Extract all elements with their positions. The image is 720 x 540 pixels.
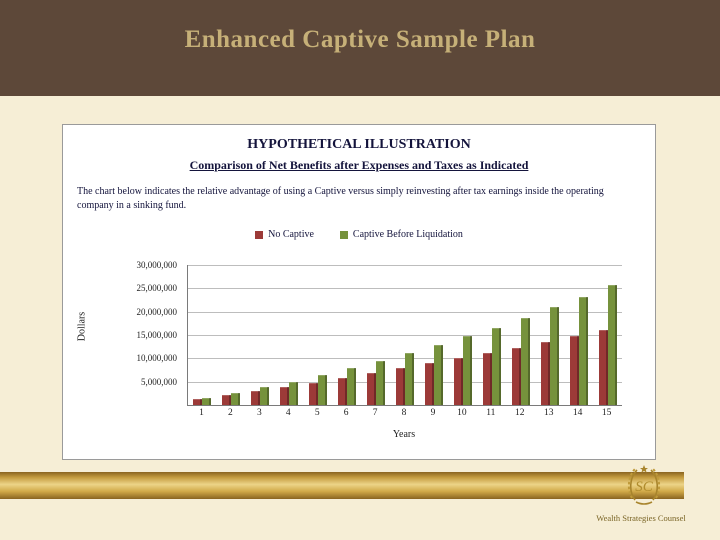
y-tick-label: 25,000,000 [136, 283, 178, 294]
bar-captive-before-liquidation [376, 361, 386, 405]
y-tick-label: 10,000,000 [136, 353, 178, 364]
bar-no-captive [540, 342, 550, 405]
footer-wordmark: Wealth Strategies Counsel [596, 513, 686, 523]
x-tick-label: 11 [486, 408, 496, 418]
bar-group [506, 265, 535, 405]
bar-no-captive [193, 399, 203, 405]
y-tick-label: 20,000,000 [136, 306, 178, 317]
bar-group [535, 265, 564, 405]
x-tick-label: 15 [601, 408, 612, 418]
x-tick-label: 14 [572, 408, 583, 418]
gridline [188, 265, 622, 266]
x-tick-label: 9 [430, 408, 436, 418]
x-axis-title: Years [392, 429, 416, 440]
bar-no-captive [511, 347, 521, 405]
slide-header: Enhanced Captive Sample Plan [0, 0, 720, 96]
bar-captive-before-liquidation [607, 284, 617, 405]
chart-panel: HYPOTHETICAL ILLUSTRATION Comparison of … [62, 124, 656, 460]
laurel-wreath-logo-icon: SC [620, 463, 668, 509]
bar-group [246, 265, 275, 405]
bar-no-captive [424, 363, 434, 405]
x-tick-label: 5 [314, 408, 320, 418]
bar-no-captive [482, 352, 492, 405]
page-title: Enhanced Captive Sample Plan [184, 26, 536, 53]
x-tick-label: 13 [543, 408, 554, 418]
bar-group [419, 265, 448, 405]
bar-no-captive [598, 330, 608, 405]
x-tick-label: 3 [256, 408, 262, 418]
legend-swatch [339, 230, 348, 239]
legend-item: No Captive [255, 229, 314, 240]
gridline [188, 311, 622, 313]
x-tick-label: 12 [515, 408, 525, 418]
bar-captive-before-liquidation [491, 327, 501, 405]
x-tick-label: 6 [343, 408, 349, 418]
legend-label: Captive Before Liquidation [352, 229, 463, 240]
x-tick-label: 2 [228, 408, 233, 418]
bar-no-captive [367, 373, 377, 405]
bar-group [564, 265, 593, 405]
x-tick-label: 10 [457, 408, 467, 418]
bar-group [362, 265, 391, 405]
legend-label: No Captive [268, 229, 314, 240]
bar-group [391, 265, 420, 405]
y-tick-label: 15,000,000 [136, 330, 178, 340]
bar-group [188, 265, 217, 405]
x-tick-label: 8 [401, 408, 407, 418]
gridline [188, 288, 622, 290]
x-tick-label: 4 [285, 408, 291, 418]
bar-captive-before-liquidation [578, 296, 588, 405]
y-tick-label: 5,000,000 [141, 376, 177, 387]
bar-captive-before-liquidation [404, 353, 414, 405]
bar-no-captive [222, 395, 232, 405]
bar-no-captive [569, 336, 579, 405]
logo-monogram: SC [635, 479, 654, 495]
bar-captive-before-liquidation [260, 387, 270, 405]
bar-captive-before-liquidation [202, 398, 212, 405]
bar-captive-before-liquidation [433, 344, 443, 405]
bar-captive-before-liquidation [520, 317, 530, 405]
chart-title: HYPOTHETICAL ILLUSTRATION [247, 137, 471, 152]
chart-subtitle: Comparison of Net Benefits after Expense… [189, 158, 529, 172]
bar-group [275, 265, 304, 405]
y-axis-title: Dollars [76, 311, 88, 342]
bar-captive-before-liquidation [549, 307, 559, 405]
x-tick-label: 7 [372, 408, 378, 418]
bar-no-captive [395, 368, 405, 405]
bar-captive-before-liquidation [347, 368, 357, 405]
bar-group [333, 265, 362, 405]
bar-group [593, 265, 622, 405]
chart-description: The chart below indicates the relative a… [77, 186, 604, 211]
bar-group [217, 265, 246, 405]
bar-group [448, 265, 477, 405]
y-tick-label: 30,000,000 [136, 260, 178, 270]
y-axis: 5,000,000 10,000,000 15,000,000 20,000,000 2… [93, 260, 181, 405]
bar-no-captive [251, 391, 261, 405]
bar-captive-before-liquidation [462, 336, 472, 405]
plot-area [187, 265, 622, 406]
bar-captive-before-liquidation [318, 375, 328, 405]
chart-legend: No Captive Captive Before Liquidation [63, 229, 655, 240]
bar-group [477, 265, 506, 405]
bar-no-captive [338, 377, 348, 405]
x-tick-label: 1 [199, 408, 204, 418]
bar-captive-before-liquidation [289, 381, 299, 405]
bar-captive-before-liquidation [231, 392, 241, 405]
bar-no-captive [309, 382, 319, 405]
bar-no-captive [280, 386, 290, 405]
gridline [188, 335, 622, 336]
x-axis: 1 2 3 4 5 6 7 8 9 10 11 12 13 14 15 [187, 408, 621, 418]
bar-no-captive [453, 357, 463, 405]
legend-item: Captive Before Liquidation [339, 229, 463, 240]
legend-swatch [255, 230, 264, 239]
footer-gold-bar [0, 472, 684, 499]
bar-group [304, 265, 333, 405]
